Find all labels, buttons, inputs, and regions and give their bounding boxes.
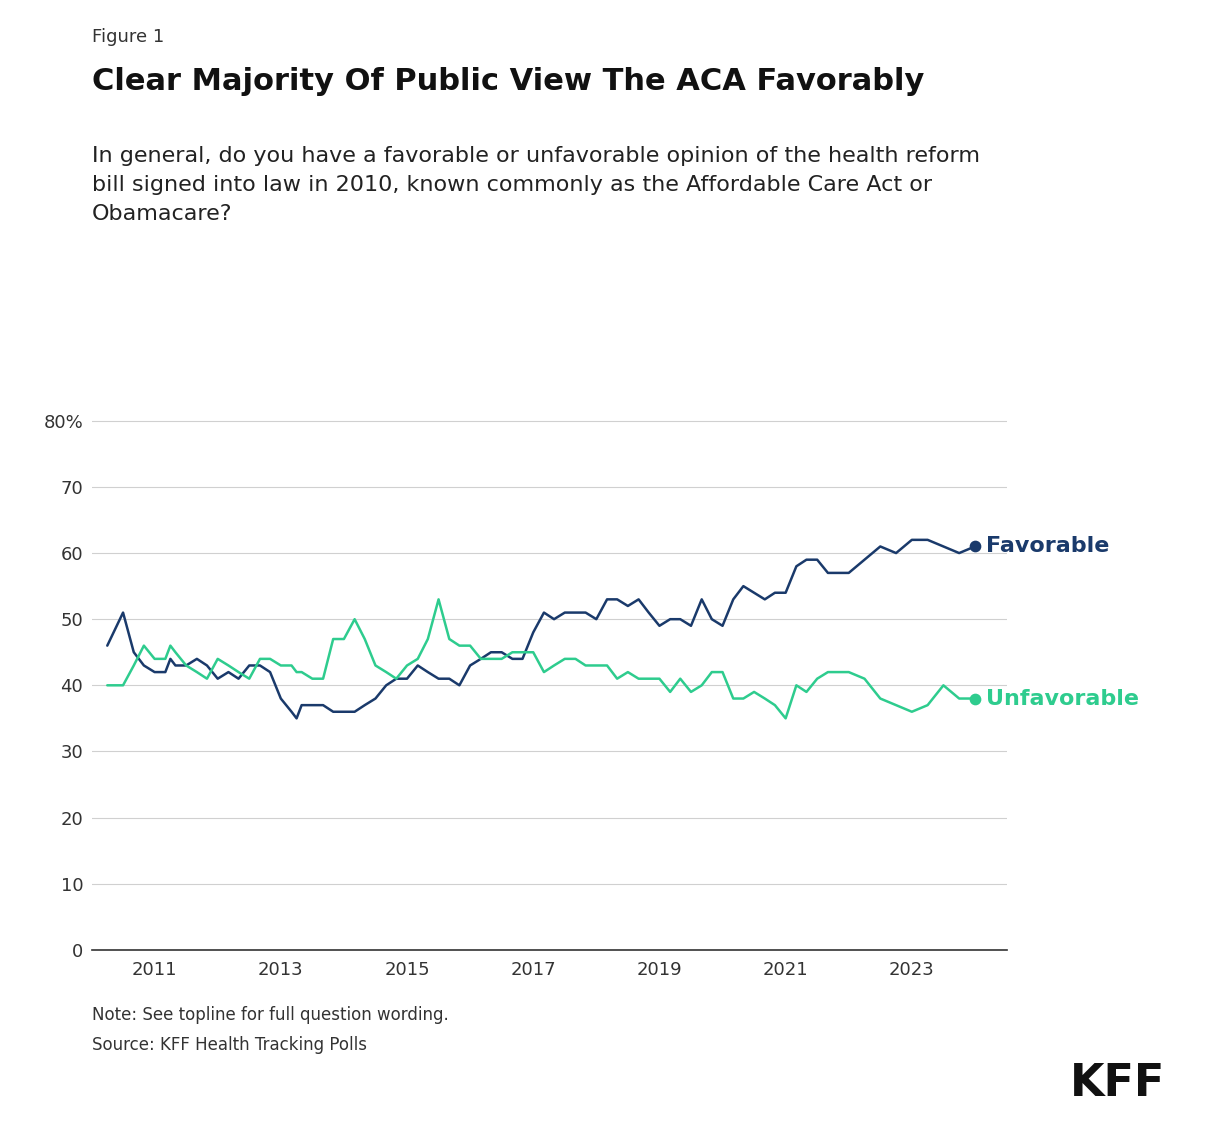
Text: Unfavorable: Unfavorable: [986, 689, 1139, 708]
Point: [965, 537, 985, 555]
Text: Clear Majority Of Public View The ACA Favorably: Clear Majority Of Public View The ACA Fa…: [92, 67, 924, 97]
Text: Favorable: Favorable: [986, 536, 1110, 556]
Point: [965, 689, 985, 707]
Text: Figure 1: Figure 1: [92, 28, 163, 46]
Text: Note: See topline for full question wording.: Note: See topline for full question word…: [92, 1006, 448, 1024]
Text: In general, do you have a favorable or unfavorable opinion of the health reform
: In general, do you have a favorable or u…: [92, 146, 980, 224]
Text: KFF: KFF: [1070, 1062, 1165, 1105]
Text: Source: KFF Health Tracking Polls: Source: KFF Health Tracking Polls: [92, 1036, 366, 1054]
